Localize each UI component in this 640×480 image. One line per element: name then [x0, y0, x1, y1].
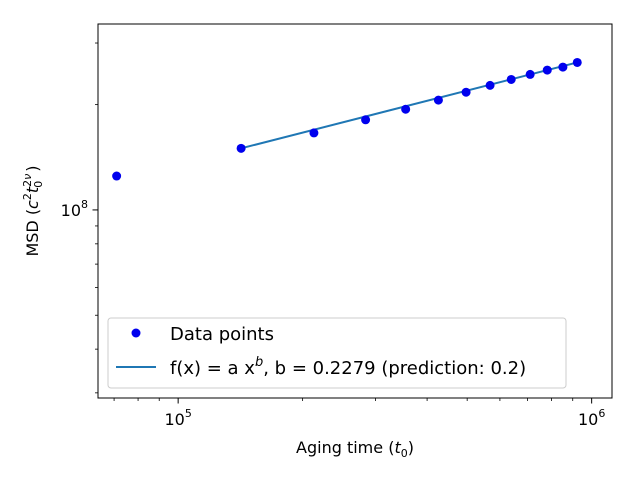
- y-tick-label: 108: [61, 198, 88, 220]
- data-point: [572, 57, 582, 67]
- data-point: [542, 65, 552, 75]
- legend: Data points f(x) = a xb, b = 0.2279 (pre…: [107, 317, 567, 389]
- data-point: [506, 74, 516, 84]
- plot-frame: [97, 23, 613, 399]
- fit-line: [240, 61, 578, 150]
- x-tick-label: 106: [578, 407, 605, 429]
- legend-label-fit: f(x) = a xb, b = 0.2279 (prediction: 0.2…: [170, 355, 526, 379]
- plot-area: [112, 57, 582, 181]
- legend-marker-data-points: [131, 328, 141, 338]
- data-point: [461, 87, 471, 97]
- data-point: [309, 128, 319, 138]
- data-point: [236, 143, 246, 153]
- data-point: [433, 95, 443, 105]
- data-point: [525, 69, 535, 79]
- data-point: [112, 171, 122, 181]
- y-axis: 108: [61, 198, 98, 220]
- x-axis-label: Aging time (t0): [296, 438, 414, 460]
- legend-box: [107, 317, 567, 389]
- data-point: [401, 104, 411, 114]
- data-point: [361, 115, 371, 125]
- data-point: [558, 62, 568, 72]
- legend-label-data-points: Data points: [170, 324, 274, 345]
- x-axis: 105 106: [164, 398, 605, 429]
- x-tick-label: 105: [164, 407, 191, 429]
- data-point: [485, 80, 495, 90]
